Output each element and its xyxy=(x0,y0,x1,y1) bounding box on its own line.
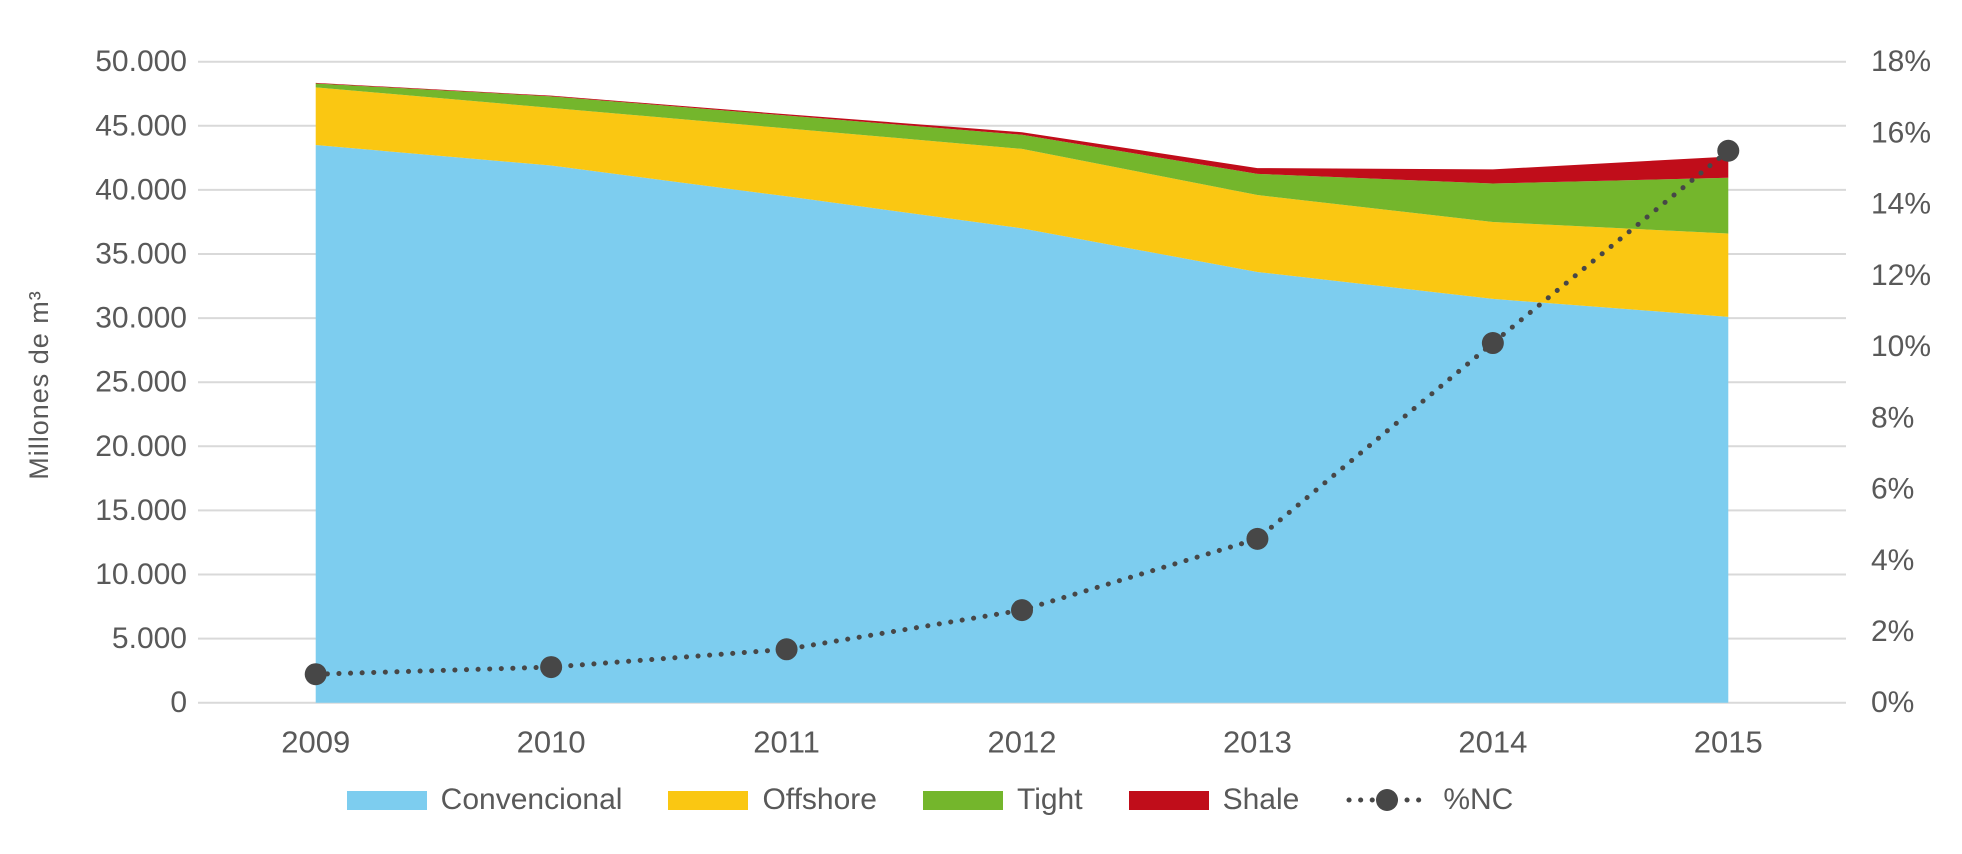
legend-label: Offshore xyxy=(762,783,877,816)
x-tick-label: 2013 xyxy=(1223,725,1292,760)
left-tick-label: 10.000 xyxy=(95,558,187,591)
legend-item-offshore: Offshore xyxy=(668,783,877,817)
right-tick-label: 0% xyxy=(1871,686,1914,719)
left-tick-label: 5.000 xyxy=(112,622,187,655)
nc-marker-2009 xyxy=(304,663,327,686)
legend-swatch xyxy=(922,790,1003,810)
nc-marker-2011 xyxy=(775,638,798,661)
x-tick-label: 2011 xyxy=(753,725,820,760)
right-tick-label: 12% xyxy=(1871,259,1931,292)
nc-marker-2013 xyxy=(1246,527,1269,550)
stacked-areas xyxy=(315,82,1729,703)
legend: Convencional Offshore Tight Shale %NC xyxy=(0,772,1860,828)
area-tight xyxy=(315,83,1729,234)
left-tick-label: 50.000 xyxy=(95,45,187,78)
left-axis-labels: 0 5.000 10.000 15.000 20.000 25.000 30.000 35.0… xyxy=(95,45,187,719)
legend-label: %NC xyxy=(1443,783,1514,816)
right-tick-label: 10% xyxy=(1871,330,1931,363)
right-tick-label: 4% xyxy=(1871,544,1914,577)
right-tick-label: 18% xyxy=(1871,45,1931,78)
left-tick-label: 15.000 xyxy=(95,494,187,527)
legend-item-tight: Tight xyxy=(922,783,1083,817)
right-axis-labels: 0% 2% 4% 6% 8% 10% 12% 14% 16% 18% xyxy=(1871,45,1931,719)
area-convencional xyxy=(315,145,1729,703)
legend-item-convencional: Convencional xyxy=(346,783,623,817)
y-axis-title: Millones de m³ xyxy=(24,290,54,480)
legend-swatch xyxy=(668,790,749,810)
area-offshore xyxy=(315,87,1729,317)
legend-swatch xyxy=(346,790,427,810)
legend-item-nc: %NC xyxy=(1345,783,1513,817)
left-tick-label: 40.000 xyxy=(95,173,187,206)
legend-label: Convencional xyxy=(440,783,623,816)
right-tick-label: 14% xyxy=(1871,188,1931,221)
legend-label: Tight xyxy=(1016,783,1083,816)
nc-marker-2012 xyxy=(1011,599,1033,622)
legend-item-shale: Shale xyxy=(1128,783,1300,817)
left-tick-label: 30.000 xyxy=(95,302,187,335)
x-tick-label: 2010 xyxy=(517,725,586,760)
right-tick-label: 6% xyxy=(1871,473,1914,506)
nc-marker-2014 xyxy=(1481,332,1504,355)
nc-marker-2015 xyxy=(1717,139,1740,162)
left-tick-label: 35.000 xyxy=(95,238,187,271)
left-tick-label: 0 xyxy=(170,686,187,719)
left-tick-label: 45.000 xyxy=(95,109,187,142)
nc-marker-2010 xyxy=(540,656,563,679)
right-tick-label: 16% xyxy=(1871,116,1931,149)
x-axis-labels: 2009 2010 2011 2012 2013 2014 2015 xyxy=(281,725,1763,760)
left-tick-label: 25.000 xyxy=(95,366,187,399)
area-shale xyxy=(315,82,1729,184)
x-tick-label: 2009 xyxy=(281,725,350,760)
legend-dotted-line-marker xyxy=(1346,789,1428,811)
right-tick-label: 8% xyxy=(1871,401,1914,434)
x-tick-label: 2015 xyxy=(1694,725,1763,760)
left-tick-label: 20.000 xyxy=(95,430,187,463)
legend-label: Shale xyxy=(1222,783,1300,816)
x-tick-label: 2012 xyxy=(988,725,1057,760)
legend-swatch xyxy=(1128,790,1209,810)
x-tick-label: 2014 xyxy=(1458,725,1527,760)
nc-markers xyxy=(304,139,1740,686)
right-tick-label: 2% xyxy=(1871,615,1914,648)
